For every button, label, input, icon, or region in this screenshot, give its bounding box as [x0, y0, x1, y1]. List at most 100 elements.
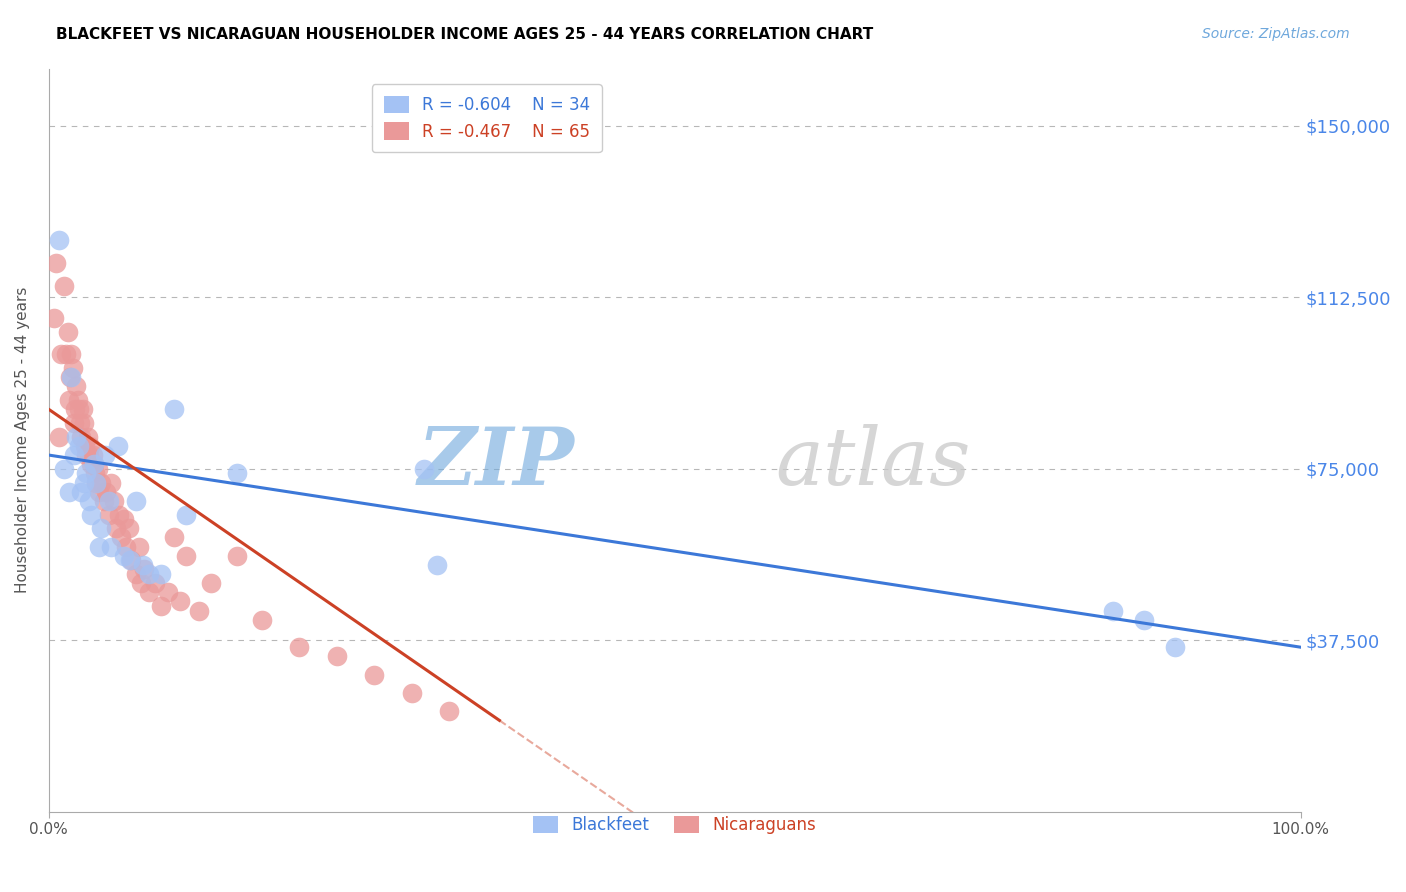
Point	[176, 549, 198, 563]
Point	[125, 493, 148, 508]
Point	[86, 475, 108, 490]
Point	[59, 370, 82, 384]
Legend: Blackfeet, Nicaraguans: Blackfeet, Nicaraguans	[523, 806, 827, 845]
Point	[108, 508, 131, 522]
Point	[48, 233, 70, 247]
Point	[112, 549, 135, 563]
Point	[426, 558, 449, 572]
Point	[150, 599, 173, 613]
Point	[72, 402, 94, 417]
Point	[79, 439, 101, 453]
Point	[65, 430, 87, 444]
Point	[70, 430, 93, 444]
Point	[45, 256, 67, 270]
Point	[83, 457, 105, 471]
Point	[176, 508, 198, 522]
Point	[62, 416, 84, 430]
Point	[156, 585, 179, 599]
Point	[48, 430, 70, 444]
Point	[200, 576, 222, 591]
Point	[73, 439, 96, 453]
Point	[82, 448, 104, 462]
Point	[225, 467, 247, 481]
Point	[58, 484, 80, 499]
Point	[169, 594, 191, 608]
Point	[67, 402, 90, 417]
Point	[86, 462, 108, 476]
Point	[413, 462, 436, 476]
Text: BLACKFEET VS NICARAGUAN HOUSEHOLDER INCOME AGES 25 - 44 YEARS CORRELATION CHART: BLACKFEET VS NICARAGUAN HOUSEHOLDER INCO…	[56, 27, 873, 42]
Point	[90, 475, 112, 490]
Point	[97, 508, 120, 522]
Point	[73, 416, 96, 430]
Point	[250, 613, 273, 627]
Point	[131, 558, 153, 572]
Point	[65, 379, 87, 393]
Point	[110, 530, 132, 544]
Point	[163, 530, 186, 544]
Point	[138, 585, 160, 599]
Point	[100, 540, 122, 554]
Point	[70, 484, 93, 499]
Y-axis label: Householder Income Ages 25 - 44 years: Householder Income Ages 25 - 44 years	[15, 287, 30, 593]
Point	[138, 567, 160, 582]
Point	[63, 402, 86, 417]
Point	[75, 448, 97, 462]
Point	[132, 562, 155, 576]
Point	[94, 448, 117, 462]
Point	[188, 604, 211, 618]
Point	[60, 347, 83, 361]
Point	[131, 576, 153, 591]
Point	[56, 325, 79, 339]
Point	[1164, 640, 1187, 655]
Point	[1102, 604, 1125, 618]
Point	[439, 704, 461, 718]
Point	[87, 540, 110, 554]
Point	[80, 508, 103, 522]
Point	[325, 649, 347, 664]
Point	[60, 370, 83, 384]
Point	[363, 667, 385, 681]
Point	[1133, 613, 1156, 627]
Text: atlas: atlas	[775, 424, 970, 501]
Point	[52, 278, 75, 293]
Point	[83, 457, 105, 471]
Point	[73, 475, 96, 490]
Point	[112, 512, 135, 526]
Point	[115, 540, 138, 554]
Point	[288, 640, 311, 655]
Point	[87, 484, 110, 499]
Point	[69, 416, 91, 430]
Point	[103, 493, 125, 508]
Point	[97, 493, 120, 508]
Point	[125, 567, 148, 582]
Point	[67, 439, 90, 453]
Point	[93, 493, 115, 508]
Point	[143, 576, 166, 591]
Point	[128, 540, 150, 554]
Point	[86, 475, 108, 490]
Point	[105, 521, 128, 535]
Point	[62, 448, 84, 462]
Point	[107, 439, 129, 453]
Text: ZIP: ZIP	[418, 424, 575, 501]
Point	[118, 521, 141, 535]
Point	[77, 448, 100, 462]
Point	[401, 686, 423, 700]
Point	[84, 467, 107, 481]
Point	[52, 462, 75, 476]
Point	[96, 484, 118, 499]
Text: Source: ZipAtlas.com: Source: ZipAtlas.com	[1202, 27, 1350, 41]
Point	[62, 361, 84, 376]
Point	[80, 457, 103, 471]
Point	[120, 553, 142, 567]
Point	[58, 393, 80, 408]
Point	[150, 567, 173, 582]
Point	[100, 475, 122, 490]
Point	[163, 402, 186, 417]
Point	[225, 549, 247, 563]
Point	[66, 393, 89, 408]
Point	[120, 553, 142, 567]
Point	[51, 347, 73, 361]
Point	[90, 521, 112, 535]
